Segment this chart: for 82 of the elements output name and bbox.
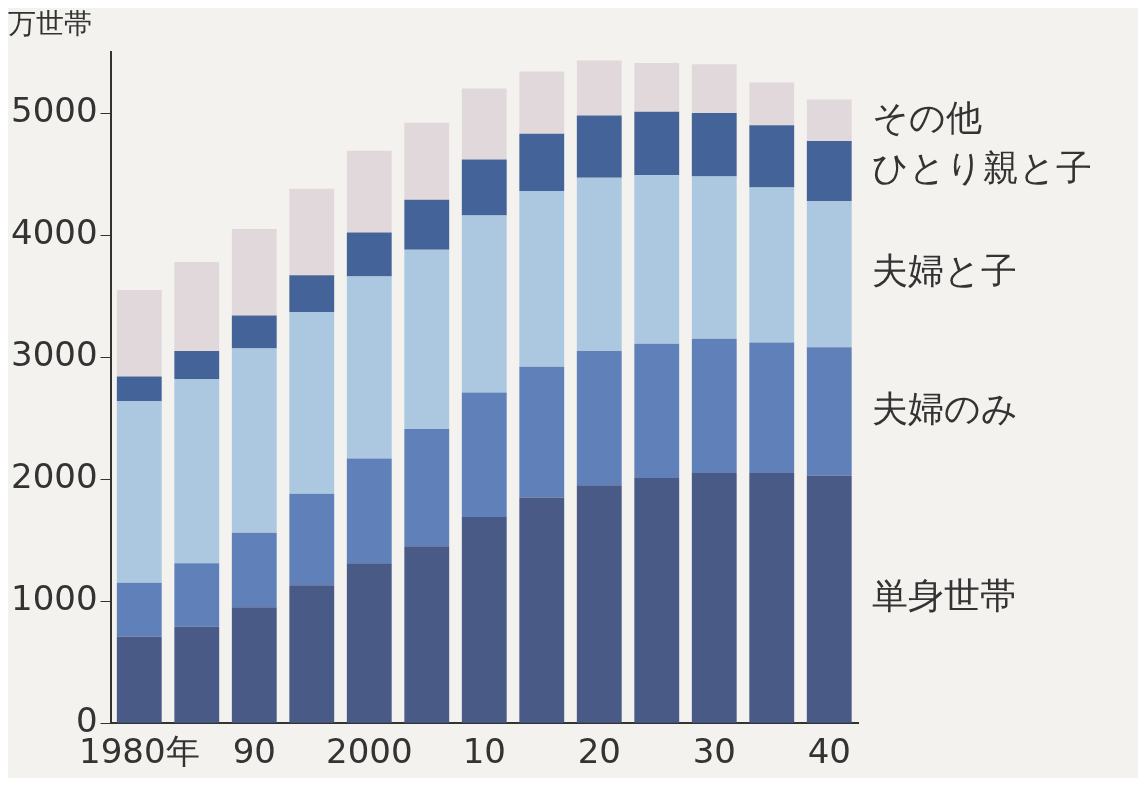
bar xyxy=(404,429,450,547)
bar xyxy=(749,187,795,343)
bar xyxy=(576,485,622,723)
bar xyxy=(404,199,450,250)
bar xyxy=(576,350,622,486)
bar xyxy=(231,532,277,608)
bar xyxy=(116,376,162,402)
bar xyxy=(461,516,507,723)
bar xyxy=(116,401,162,583)
bar xyxy=(634,62,680,112)
bar xyxy=(404,122,450,200)
bar xyxy=(346,150,392,233)
bar xyxy=(519,497,565,723)
bar xyxy=(806,141,852,201)
bar xyxy=(691,338,737,474)
bar xyxy=(691,64,737,114)
y-tick-label: 5000 xyxy=(11,89,98,130)
bar xyxy=(404,249,450,430)
bar xyxy=(346,232,392,277)
x-tick-label: 10 xyxy=(462,731,506,772)
bar xyxy=(116,582,162,637)
series-label: 夫婦のみ xyxy=(871,387,1018,429)
bar xyxy=(519,133,565,192)
bar xyxy=(231,315,277,349)
bar xyxy=(461,88,507,160)
bar xyxy=(461,215,507,393)
bar xyxy=(634,477,680,723)
bar xyxy=(289,493,335,586)
bar xyxy=(346,276,392,459)
bar xyxy=(749,342,795,474)
bar xyxy=(404,546,450,723)
bar xyxy=(576,177,622,351)
y-tick-label: 1000 xyxy=(11,577,98,618)
bar xyxy=(519,71,565,134)
bar xyxy=(174,379,220,564)
y-axis-title: 万世帯 xyxy=(8,7,92,41)
bar xyxy=(231,348,277,533)
bar xyxy=(634,111,680,176)
bar xyxy=(576,115,622,178)
bar xyxy=(749,473,795,723)
y-tick-label: 4000 xyxy=(11,211,98,252)
bar xyxy=(289,585,335,723)
y-tick-label: 3000 xyxy=(11,333,98,374)
bar xyxy=(806,99,852,142)
bar xyxy=(174,261,220,351)
bar xyxy=(576,60,622,116)
bar xyxy=(806,347,852,476)
bar xyxy=(634,175,680,344)
bar xyxy=(691,473,737,723)
x-tick-label: 90 xyxy=(232,731,276,772)
series-label: ひとり親と子 xyxy=(871,147,1092,189)
bar xyxy=(749,125,795,188)
x-tick-label: 30 xyxy=(692,731,736,772)
x-tick-label: 20 xyxy=(577,731,621,772)
bar xyxy=(691,176,737,339)
bar xyxy=(116,636,162,723)
bar xyxy=(231,607,277,723)
series-label: その他 xyxy=(871,96,982,138)
series-label: 単身世帯 xyxy=(871,575,1016,617)
bar xyxy=(346,563,392,723)
bar xyxy=(461,392,507,517)
bar xyxy=(806,200,852,348)
bar xyxy=(289,275,335,312)
bar xyxy=(519,366,565,498)
bar xyxy=(461,159,507,216)
bar xyxy=(289,188,335,276)
series-label: 夫婦と子 xyxy=(871,250,1017,292)
bar xyxy=(116,289,162,377)
y-tick-label: 2000 xyxy=(11,455,98,496)
bar xyxy=(174,563,220,627)
bar xyxy=(346,458,392,564)
bar xyxy=(691,113,737,177)
bar xyxy=(806,475,852,723)
bar xyxy=(174,350,220,380)
bar xyxy=(634,343,680,478)
x-tick-label: 40 xyxy=(807,731,851,772)
x-tick-label: 2000 xyxy=(326,731,413,772)
bar xyxy=(289,311,335,494)
bar xyxy=(174,626,220,723)
bar xyxy=(749,82,795,126)
bar xyxy=(519,191,565,367)
bar xyxy=(231,228,277,316)
